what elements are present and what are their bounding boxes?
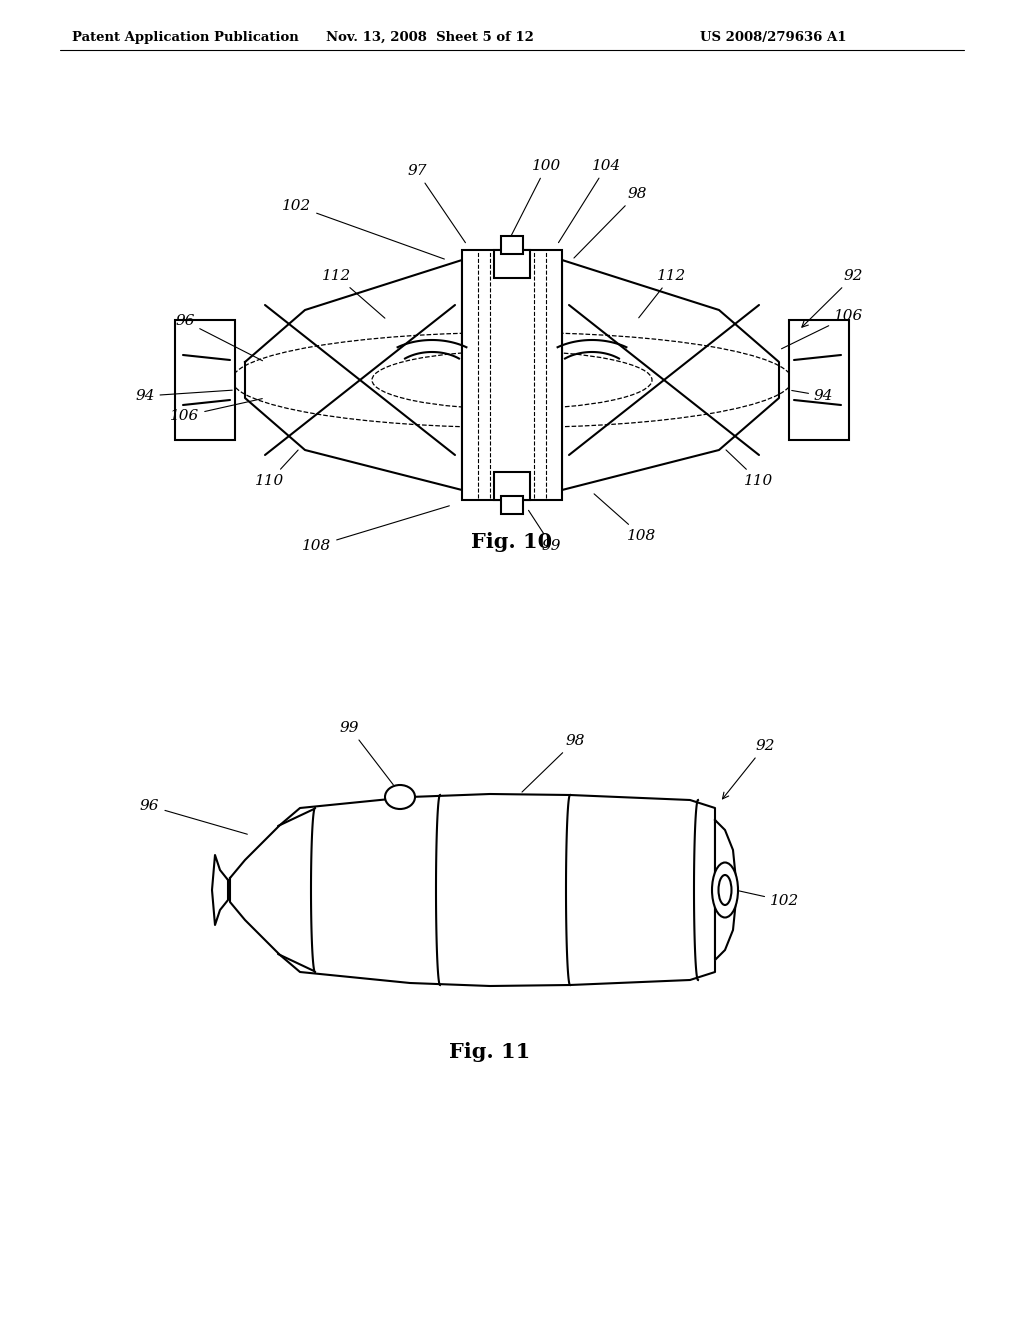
Bar — [501, 496, 523, 513]
Polygon shape — [212, 855, 228, 925]
Bar — [494, 473, 530, 500]
Ellipse shape — [719, 875, 731, 906]
Text: 94: 94 — [792, 389, 834, 403]
Text: 106: 106 — [781, 309, 863, 348]
Text: 99: 99 — [340, 721, 393, 785]
Text: Patent Application Publication: Patent Application Publication — [72, 30, 299, 44]
Text: 112: 112 — [322, 269, 385, 318]
Text: 108: 108 — [594, 494, 656, 543]
Text: 96: 96 — [175, 314, 262, 360]
Bar — [494, 249, 530, 279]
Bar — [790, 319, 849, 440]
Text: 96: 96 — [140, 799, 248, 834]
Polygon shape — [230, 795, 715, 986]
Text: 108: 108 — [302, 506, 450, 553]
Text: 92: 92 — [802, 269, 863, 327]
Text: 94: 94 — [135, 389, 232, 403]
Text: 110: 110 — [726, 450, 773, 488]
Bar — [501, 236, 523, 253]
Text: Fig. 10: Fig. 10 — [471, 532, 553, 552]
Text: 92: 92 — [723, 739, 774, 799]
Polygon shape — [562, 260, 779, 490]
Text: 112: 112 — [639, 269, 686, 318]
Text: 104: 104 — [558, 158, 622, 243]
Text: 100: 100 — [511, 158, 561, 235]
Bar — [175, 319, 234, 440]
Text: Fig. 11: Fig. 11 — [450, 1041, 530, 1063]
Polygon shape — [715, 820, 737, 960]
Text: 102: 102 — [282, 199, 444, 259]
Text: 99: 99 — [528, 511, 561, 553]
Text: 97: 97 — [407, 164, 466, 243]
Text: 98: 98 — [522, 734, 585, 792]
Ellipse shape — [385, 785, 415, 809]
Text: Nov. 13, 2008  Sheet 5 of 12: Nov. 13, 2008 Sheet 5 of 12 — [326, 30, 534, 44]
Text: 98: 98 — [573, 187, 646, 257]
Text: US 2008/279636 A1: US 2008/279636 A1 — [700, 30, 847, 44]
Polygon shape — [245, 260, 462, 490]
Text: 102: 102 — [737, 891, 800, 908]
Text: 106: 106 — [170, 399, 262, 422]
Text: 110: 110 — [255, 450, 298, 488]
Ellipse shape — [712, 862, 738, 917]
Bar — [462, 249, 562, 500]
